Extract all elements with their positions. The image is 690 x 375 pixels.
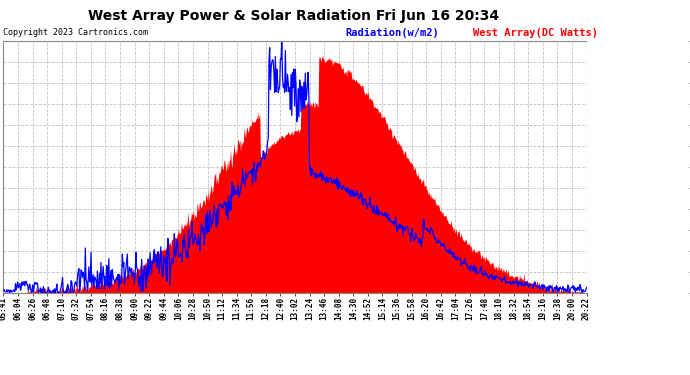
- Text: Radiation(w/m2): Radiation(w/m2): [345, 28, 439, 38]
- Text: West Array Power & Solar Radiation Fri Jun 16 20:34: West Array Power & Solar Radiation Fri J…: [88, 9, 499, 23]
- Text: Copyright 2023 Cartronics.com: Copyright 2023 Cartronics.com: [3, 28, 148, 37]
- Text: West Array(DC Watts): West Array(DC Watts): [473, 28, 598, 38]
